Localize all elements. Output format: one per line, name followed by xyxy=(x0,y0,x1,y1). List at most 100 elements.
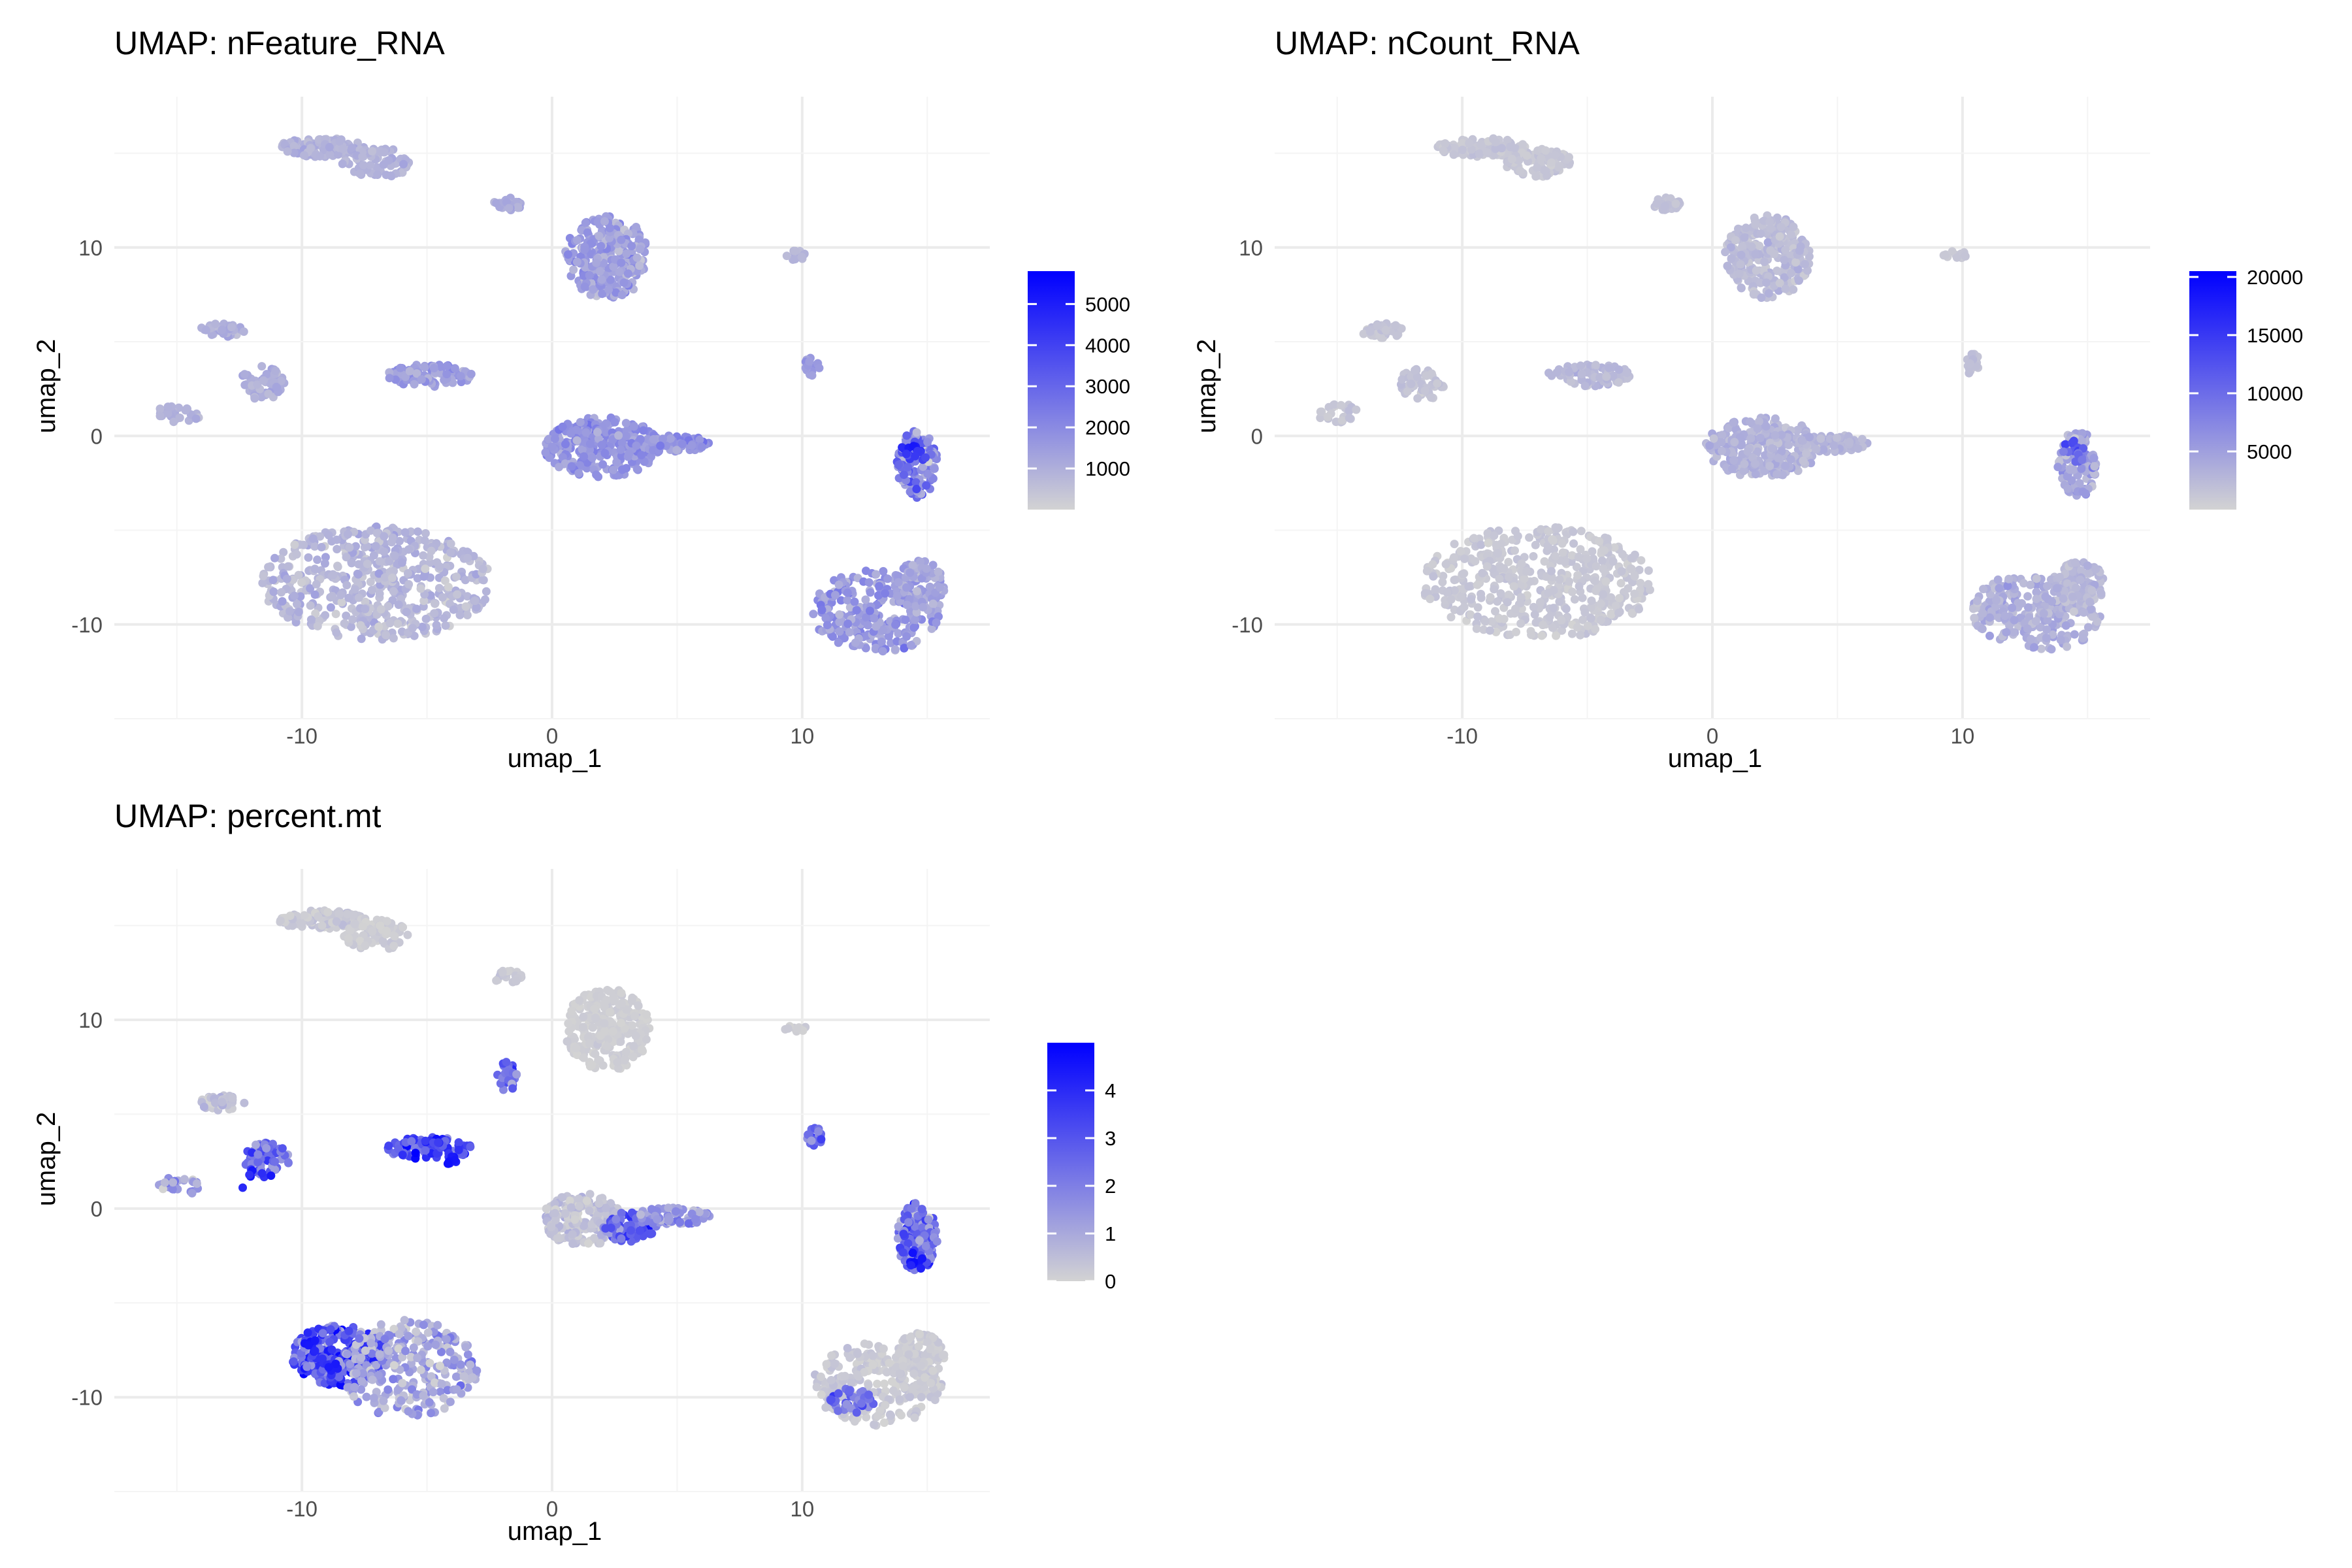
cell-point xyxy=(446,1397,455,1407)
cell-point xyxy=(1599,564,1608,573)
cell-point xyxy=(609,262,618,271)
cell-point xyxy=(558,422,567,431)
cell-point xyxy=(617,258,626,267)
cell-point xyxy=(395,536,404,546)
cell-point xyxy=(452,1385,461,1394)
cell-point xyxy=(1747,242,1756,251)
cell-point xyxy=(1644,566,1653,575)
cell-point xyxy=(1533,163,1541,172)
cell-point xyxy=(2055,572,2064,581)
cell-point xyxy=(922,564,931,573)
cell-point xyxy=(871,645,880,653)
cell-point xyxy=(1591,361,1600,370)
cell-point xyxy=(589,285,598,294)
cell-point xyxy=(879,566,888,576)
cell-point xyxy=(1511,604,1520,613)
cell-point xyxy=(423,1342,433,1351)
cell-point xyxy=(917,1393,926,1401)
cell-point xyxy=(1551,523,1560,532)
cell-point xyxy=(1429,572,1438,581)
cell-point xyxy=(1548,623,1557,632)
x-axis-label: umap_1 xyxy=(508,744,602,773)
cell-point xyxy=(1497,144,1506,153)
x-tick-label: 10 xyxy=(790,724,814,748)
cell-point xyxy=(259,572,268,581)
cell-point xyxy=(2089,612,2098,621)
cell-point xyxy=(1392,331,1401,340)
cell-point xyxy=(277,588,286,597)
cell-point xyxy=(592,258,601,267)
colorbar-label: 10000 xyxy=(2247,382,2303,405)
cell-point xyxy=(880,1379,889,1388)
cell-point xyxy=(1427,393,1435,402)
cell-point xyxy=(420,536,429,545)
cell-point xyxy=(310,590,319,599)
cell-point xyxy=(2017,599,2026,608)
cell-point xyxy=(384,602,393,611)
cell-point xyxy=(1529,552,1538,561)
cell-point xyxy=(1582,554,1592,563)
cell-point xyxy=(1794,276,1803,285)
cell-point xyxy=(2023,592,2033,601)
cell-point xyxy=(427,546,436,555)
cell-point xyxy=(1746,434,1756,443)
cell-point xyxy=(259,376,268,385)
cell-point xyxy=(1992,596,2001,605)
cell-point xyxy=(909,623,919,632)
cell-point xyxy=(211,319,220,329)
cell-point xyxy=(325,142,334,152)
cell-point xyxy=(1749,290,1758,299)
cell-point xyxy=(868,1351,877,1360)
cell-point xyxy=(1801,259,1809,269)
cell-point xyxy=(1751,459,1760,468)
cell-point xyxy=(408,623,417,632)
cell-point xyxy=(338,159,347,169)
cell-point xyxy=(1441,139,1450,148)
cell-point xyxy=(930,464,939,473)
cell-point xyxy=(617,291,627,299)
cell-point xyxy=(809,610,818,619)
cell-point xyxy=(580,282,589,291)
cell-point xyxy=(578,445,587,454)
cell-point xyxy=(380,148,389,157)
cell-point xyxy=(513,203,522,212)
cell-point xyxy=(1540,166,1549,175)
cell-point xyxy=(348,615,357,624)
cell-point xyxy=(1601,577,1610,586)
cell-point xyxy=(385,374,394,383)
cell-point xyxy=(2042,633,2051,642)
cell-point xyxy=(227,323,236,332)
cell-point xyxy=(561,440,570,449)
cell-point xyxy=(1516,619,1526,628)
cell-point xyxy=(1780,255,1789,265)
colorbar xyxy=(2189,271,2236,510)
colorbar-label: 4000 xyxy=(1085,334,1130,357)
cell-point xyxy=(316,152,325,161)
cell-point xyxy=(1774,453,1783,463)
cell-point xyxy=(1740,233,1749,242)
cell-point xyxy=(902,632,911,641)
cell-point xyxy=(1536,598,1544,607)
cell-point xyxy=(369,1394,378,1403)
cell-point xyxy=(906,1392,915,1401)
cell-point xyxy=(1762,278,1771,287)
cell-point xyxy=(399,159,408,169)
cell-point xyxy=(363,559,372,568)
cell-point xyxy=(1431,585,1440,594)
cell-point xyxy=(1616,579,1625,588)
cell-point xyxy=(1789,222,1798,231)
cell-point xyxy=(375,589,384,598)
cell-point xyxy=(395,1330,404,1339)
cell-point xyxy=(2004,574,2014,583)
cell-point xyxy=(1548,536,1558,545)
cell-point xyxy=(350,585,359,594)
cell-point xyxy=(1530,610,1539,619)
cell-point xyxy=(450,364,459,373)
cell-point xyxy=(385,619,395,628)
cell-point xyxy=(316,532,325,541)
colorbar-label: 5000 xyxy=(2247,440,2292,463)
cell-point xyxy=(1590,576,1599,585)
cell-point xyxy=(1545,612,1554,621)
cell-point xyxy=(1795,246,1804,255)
